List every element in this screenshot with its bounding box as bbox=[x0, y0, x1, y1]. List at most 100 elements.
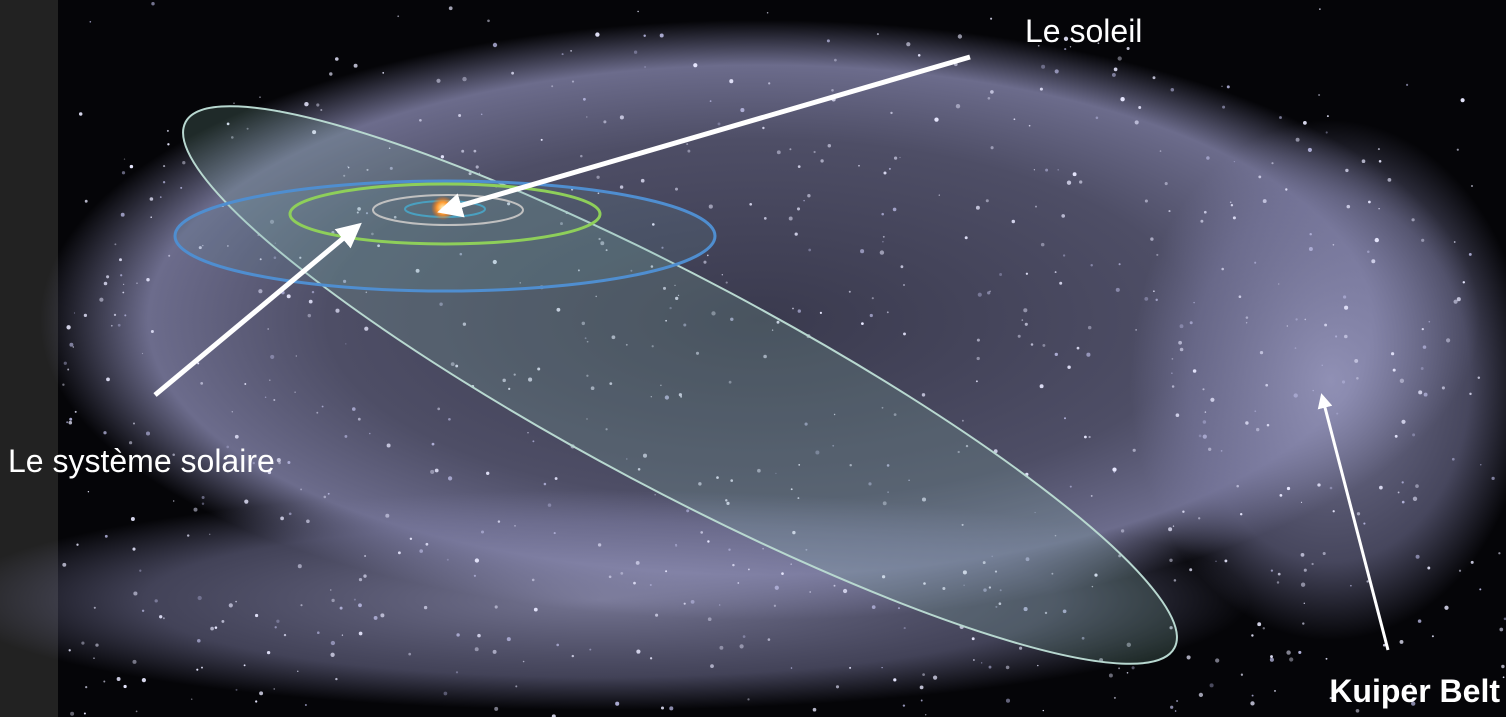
star bbox=[1325, 657, 1328, 660]
star bbox=[1308, 247, 1313, 251]
star bbox=[995, 605, 998, 608]
star bbox=[106, 377, 110, 382]
star bbox=[725, 499, 728, 502]
star bbox=[1418, 390, 1423, 395]
star bbox=[820, 159, 824, 163]
star bbox=[448, 417, 451, 421]
star bbox=[1084, 435, 1087, 439]
star bbox=[173, 500, 175, 502]
star bbox=[366, 168, 369, 171]
star bbox=[826, 39, 830, 43]
star bbox=[141, 352, 144, 355]
star bbox=[159, 615, 163, 619]
star bbox=[890, 111, 893, 115]
oort-cloud bbox=[40, 20, 1480, 620]
star bbox=[335, 57, 339, 61]
star bbox=[589, 648, 592, 651]
star bbox=[762, 126, 765, 130]
star bbox=[1298, 650, 1302, 654]
star bbox=[166, 129, 169, 132]
star bbox=[1226, 85, 1230, 89]
star bbox=[1176, 699, 1179, 703]
star bbox=[1025, 272, 1029, 275]
star bbox=[798, 464, 801, 466]
star bbox=[990, 146, 994, 150]
star bbox=[1295, 137, 1300, 142]
star bbox=[640, 178, 645, 183]
star bbox=[1367, 250, 1370, 253]
star bbox=[1210, 397, 1215, 402]
star bbox=[1054, 352, 1058, 357]
star bbox=[808, 248, 812, 252]
star bbox=[976, 356, 980, 361]
star bbox=[669, 306, 672, 310]
star bbox=[93, 606, 96, 609]
star bbox=[921, 393, 926, 397]
star bbox=[1126, 642, 1132, 647]
star bbox=[583, 97, 586, 101]
star bbox=[726, 501, 730, 506]
star bbox=[1156, 253, 1159, 256]
star bbox=[763, 354, 767, 359]
star bbox=[938, 194, 940, 196]
star bbox=[347, 166, 350, 169]
star bbox=[74, 410, 77, 413]
star bbox=[1444, 605, 1449, 610]
star bbox=[1317, 483, 1321, 487]
star bbox=[595, 295, 597, 298]
star bbox=[208, 533, 211, 536]
star bbox=[288, 512, 292, 516]
star bbox=[776, 320, 780, 324]
star bbox=[1034, 511, 1036, 514]
star bbox=[1307, 147, 1312, 152]
kuiper-band bbox=[0, 490, 1250, 710]
star bbox=[1186, 655, 1191, 660]
star bbox=[335, 677, 338, 681]
star bbox=[201, 666, 203, 669]
star bbox=[1469, 392, 1472, 396]
star bbox=[67, 368, 70, 371]
star bbox=[1251, 634, 1254, 637]
star bbox=[833, 413, 836, 416]
star bbox=[991, 555, 993, 558]
star bbox=[443, 691, 448, 696]
star bbox=[1045, 168, 1049, 172]
star bbox=[365, 212, 369, 215]
star bbox=[258, 289, 263, 294]
star bbox=[462, 76, 467, 82]
star bbox=[1256, 427, 1260, 432]
star bbox=[1189, 568, 1193, 572]
star bbox=[353, 63, 358, 68]
star bbox=[146, 277, 150, 282]
star bbox=[1054, 69, 1059, 74]
star bbox=[749, 202, 753, 206]
star bbox=[902, 704, 906, 707]
star bbox=[561, 53, 564, 56]
star bbox=[1215, 560, 1217, 562]
star bbox=[1118, 667, 1121, 670]
star bbox=[1229, 201, 1232, 204]
star bbox=[168, 254, 171, 257]
star bbox=[419, 118, 422, 122]
star bbox=[678, 393, 683, 397]
star bbox=[274, 626, 277, 629]
star bbox=[200, 382, 204, 385]
star bbox=[1111, 72, 1116, 77]
star bbox=[1208, 447, 1212, 451]
star bbox=[849, 463, 852, 467]
star bbox=[1169, 626, 1173, 630]
star bbox=[1245, 316, 1249, 319]
star bbox=[686, 143, 689, 146]
star bbox=[902, 283, 906, 287]
star bbox=[78, 112, 83, 116]
star bbox=[393, 215, 397, 219]
star bbox=[273, 256, 277, 259]
star bbox=[981, 662, 983, 664]
star bbox=[440, 155, 445, 159]
star bbox=[1054, 271, 1057, 274]
star bbox=[364, 326, 369, 331]
star bbox=[267, 470, 272, 475]
star bbox=[1453, 299, 1458, 304]
star bbox=[725, 281, 728, 284]
star bbox=[459, 252, 463, 256]
